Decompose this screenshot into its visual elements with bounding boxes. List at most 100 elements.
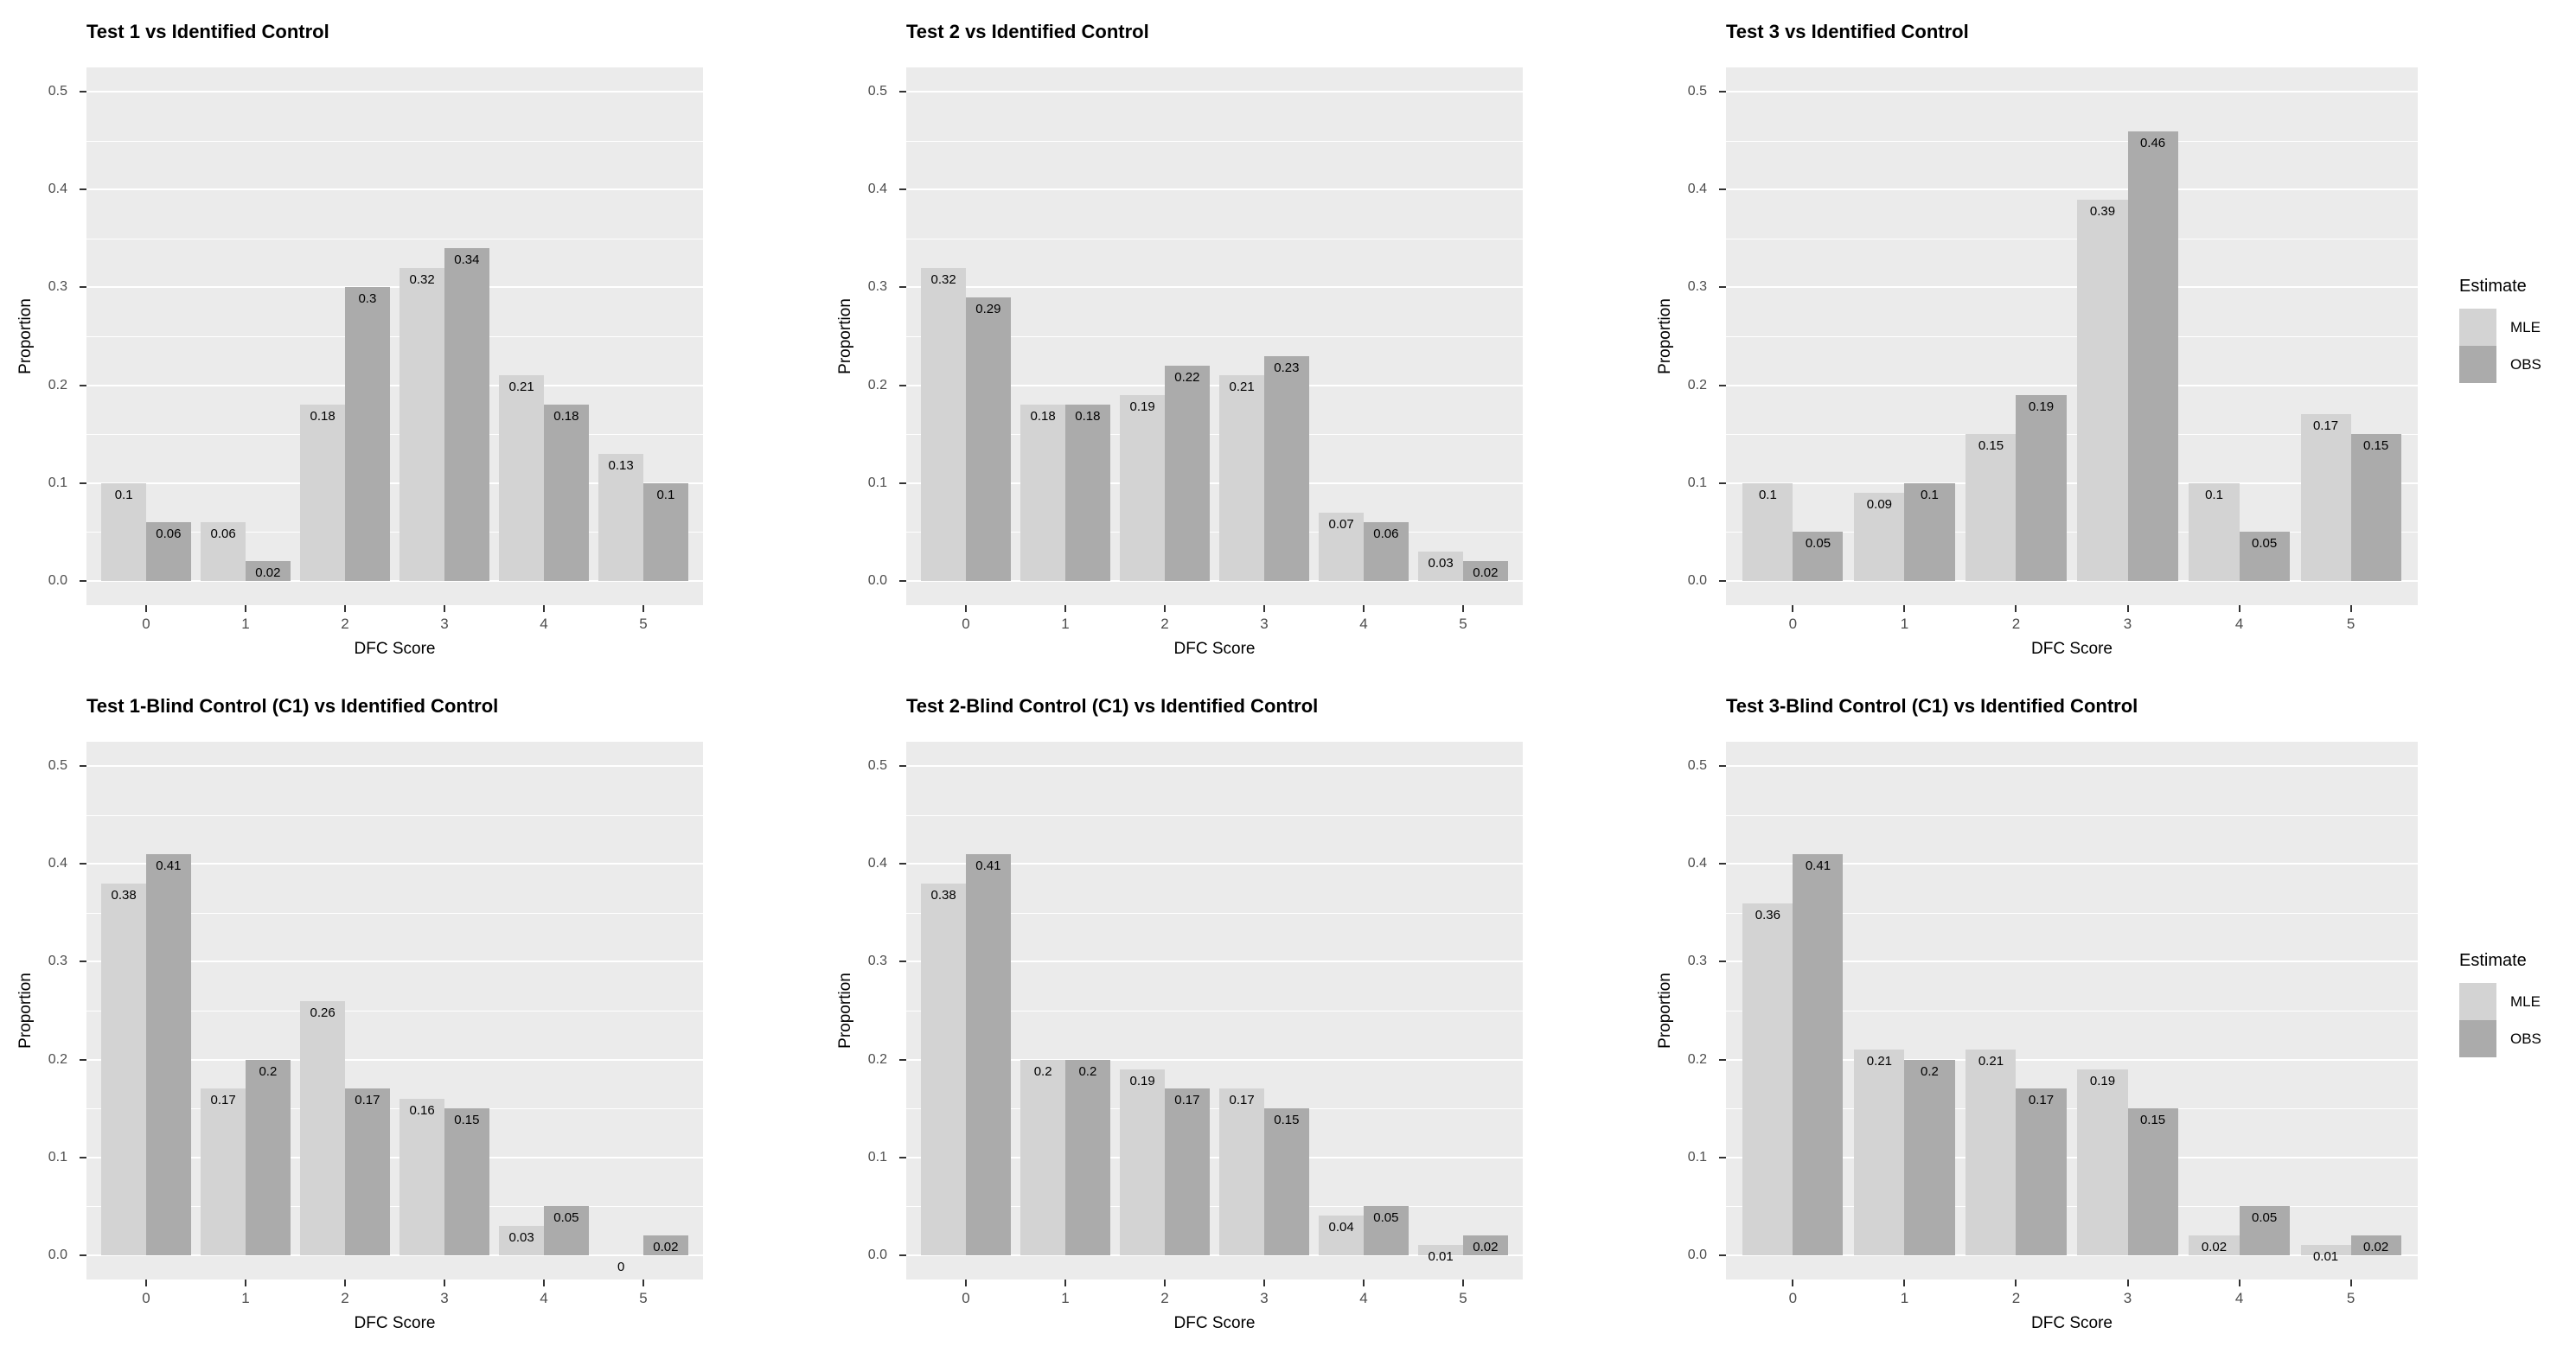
x-axis: DFC Score 0 1 2 3 4 5 [86, 1280, 703, 1344]
y-tick-mark [899, 91, 906, 93]
y-tick-label: 0.1 [48, 475, 67, 490]
chart-row-bottom: Test 1-Blind Control (C1) vs Identified … [0, 674, 2576, 1353]
y-tick-mark [899, 1156, 906, 1158]
legend-key-mle: MLE [2459, 309, 2541, 346]
bar-value-label: 0.03 [508, 1229, 534, 1245]
y-tick-label: 0.5 [1687, 84, 1707, 99]
x-axis-title: DFC Score [354, 1314, 436, 1332]
major-gridline [86, 286, 703, 289]
x-tick-label: 5 [639, 616, 648, 632]
y-tick-mark [1719, 1156, 1726, 1158]
major-gridline [86, 1254, 703, 1256]
bar-value-label: 0.06 [210, 526, 236, 541]
y-tick-mark [899, 1058, 906, 1061]
bar-value-label: 0.41 [975, 858, 1001, 874]
y-tick-mark [899, 579, 906, 582]
x-tick-label: 3 [440, 1290, 449, 1306]
mle-bar [1319, 512, 1364, 581]
legend-label-obs: OBS [2510, 1030, 2541, 1047]
x-tick-mark [245, 1280, 246, 1286]
bar-value-label: 0.06 [1373, 526, 1399, 541]
y-tick-mark [1719, 1058, 1726, 1061]
y-tick-label: 0.5 [867, 758, 887, 774]
y-tick-mark [899, 482, 906, 484]
bar-value-label: 0.41 [156, 858, 182, 874]
major-gridline [906, 286, 1523, 289]
y-tick-mark [1719, 384, 1726, 386]
obs-bar [1364, 521, 1409, 581]
bar-value-label: 0.16 [409, 1102, 435, 1118]
plot-panel: 0.1 0.06 0.18 0.32 0.21 0.13 0.06 0.02 0.3 0.34 0.… [86, 67, 703, 605]
x-axis: DFC Score 0 1 2 3 4 5 [906, 605, 1523, 670]
x-tick-label: 1 [1061, 1290, 1070, 1306]
y-tick-mark [1719, 1254, 1726, 1256]
y-tick-mark [899, 961, 906, 963]
bar-value-label: 0.21 [1229, 380, 1255, 395]
obs-bar [146, 521, 191, 581]
x-tick-label: 0 [962, 1290, 970, 1306]
bar-value-label: 0.15 [1978, 438, 2004, 454]
x-tick-label: 0 [1788, 616, 1798, 632]
chart-title: Test 1-Blind Control (C1) vs Identified … [86, 695, 499, 717]
mle-bar [1219, 1088, 1264, 1255]
x-tick-mark [1263, 1280, 1265, 1286]
x-tick-label: 2 [1160, 616, 1169, 632]
bar-value-label: 0.38 [111, 887, 137, 903]
bar-value-label: 0.18 [310, 409, 336, 424]
chart-title: Test 1 vs Identified Control [86, 21, 329, 42]
bar-value-label: 0.23 [1274, 360, 1300, 375]
x-tick-label: 4 [2234, 616, 2244, 632]
x-tick-mark [1064, 1280, 1066, 1286]
x-axis: DFC Score 0 1 2 3 4 5 [1726, 605, 2418, 670]
mle-bar [598, 453, 643, 581]
bar-value-label: 0.15 [1274, 1113, 1300, 1128]
bar-value-label: 0.29 [975, 301, 1001, 316]
mle-bar [1120, 394, 1165, 581]
bar-value-label: 0.17 [1174, 1093, 1200, 1108]
y-tick-label: 0.2 [48, 377, 67, 392]
legend-key-obs: OBS [2459, 1020, 2541, 1057]
mle-bar [2300, 1245, 2351, 1255]
x-tick-mark [2349, 605, 2352, 612]
bar-value-label: 0.19 [1129, 399, 1155, 414]
chart-test1-vs-identified-control: Test 1 vs Identified Control Proportion … [0, 0, 820, 674]
x-tick-mark [1792, 1280, 1794, 1286]
mle-bar [201, 1088, 246, 1255]
minor-gridline [906, 814, 1523, 816]
x-tick-mark [543, 1280, 545, 1286]
y-tick-label: 0.5 [48, 758, 67, 774]
bar-value-label: 0.22 [1174, 369, 1200, 385]
obs-bar [2350, 1235, 2401, 1255]
obs-bar [1463, 561, 1508, 581]
obs-bar [2127, 1108, 2178, 1255]
minor-gridline [86, 814, 703, 816]
x-tick-label: 1 [1900, 616, 1909, 632]
mle-bar [499, 1225, 544, 1255]
bar-value-label: 0.41 [1805, 858, 1831, 874]
x-tick-mark [2015, 605, 2017, 612]
obs-bar [2239, 1206, 2290, 1255]
x-tick-mark [1263, 605, 1265, 612]
y-tick-mark [80, 1058, 86, 1061]
plot-panel: 0.32 0.18 0.19 0.21 0.07 0.03 0.29 0.18 0.22 0.23… [906, 67, 1523, 605]
bar-value-label: 0.21 [1866, 1054, 1893, 1069]
x-tick-label: 3 [1260, 616, 1269, 632]
y-tick-label: 0.3 [867, 954, 887, 969]
y-axis: 0.0 0.1 0.2 0.3 0.4 0.5 [820, 67, 906, 605]
y-tick-label: 0.4 [867, 182, 887, 197]
obs-bar [966, 854, 1011, 1255]
minor-gridline [906, 434, 1523, 436]
chart-test2-blind-control-vs-identified-control: Test 2-Blind Control (C1) vs Identified … [820, 674, 1640, 1353]
legend-label-obs: OBS [2510, 355, 2541, 373]
minor-gridline [1726, 1108, 2418, 1110]
minor-gridline [1726, 1011, 2418, 1012]
major-gridline [906, 91, 1523, 93]
bar-value-label: 0.18 [553, 409, 579, 424]
x-tick-label: 0 [962, 616, 970, 632]
y-tick-label: 0.5 [1687, 758, 1707, 774]
bar-value-label: 0.1 [1921, 487, 1939, 502]
y-tick-label: 0.0 [1687, 1247, 1707, 1262]
bar-value-label: 0.17 [210, 1093, 236, 1108]
x-tick-label: 2 [1160, 1290, 1169, 1306]
y-tick-mark [899, 286, 906, 289]
